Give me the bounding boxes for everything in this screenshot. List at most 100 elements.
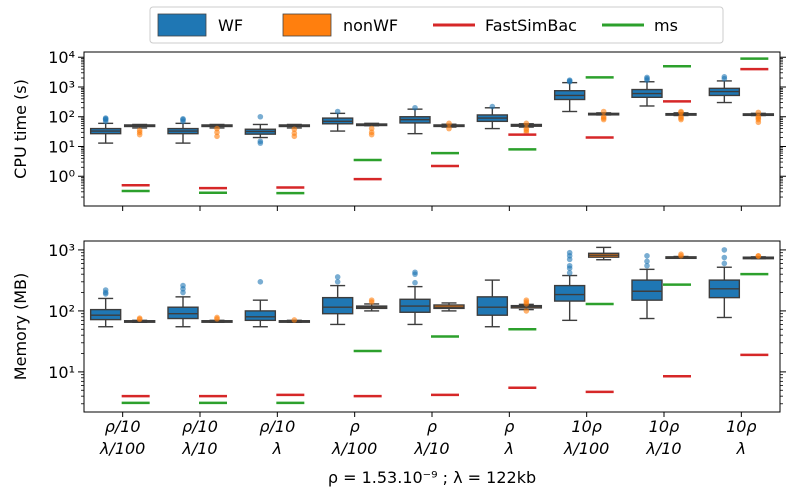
box-WF: [476, 103, 509, 130]
outlier-point: [180, 116, 186, 122]
box-nonWF: [355, 297, 388, 312]
box-body: [244, 310, 277, 322]
box-nonWF: [510, 297, 543, 314]
box-body: [476, 296, 509, 316]
box-nonWF: [123, 315, 156, 324]
box-nonWF: [510, 120, 543, 136]
outlier-point: [523, 120, 530, 127]
box-body: [167, 306, 199, 320]
box-nonWF: [742, 109, 775, 126]
outlier-point: [678, 251, 684, 258]
outlier-point: [368, 297, 375, 303]
outlier-point: [214, 133, 220, 140]
box-body: [631, 279, 663, 301]
outlier-point: [721, 254, 728, 261]
box-WF: [244, 113, 277, 146]
outlier-point: [523, 297, 530, 303]
x-category-label: ρ/10: [105, 417, 141, 436]
y-tick-label: 10¹: [48, 137, 75, 156]
box-body: [321, 296, 354, 315]
outlier-point: [291, 130, 298, 136]
y-tick-label: 10⁴: [48, 48, 75, 67]
x-category-label: λ: [272, 439, 282, 458]
outlier-point: [755, 109, 762, 116]
cpu-time-panel: 10⁰ 10¹ 10² 10³ 10⁴ CPU time (s): [11, 48, 786, 211]
x-category-label: λ/100: [563, 439, 609, 458]
box-WF: [399, 269, 431, 326]
outlier-point: [334, 108, 341, 115]
x-category-label: 10ρ: [649, 417, 680, 436]
box-nonWF: [587, 108, 620, 123]
box-nonWF: [665, 251, 697, 260]
x-category-label: λ/10: [413, 439, 449, 458]
outlier-point: [755, 253, 762, 259]
y-tick-label: 10²: [48, 302, 75, 321]
outlier-point: [446, 125, 452, 132]
box-WF: [553, 77, 586, 113]
x-category-label: ρ: [427, 417, 437, 436]
outlier-point: [644, 262, 650, 269]
box-body: [553, 284, 586, 302]
y-tick-label: 10²: [48, 108, 75, 127]
outlier-point: [412, 269, 418, 276]
legend-swatch-WF: [157, 13, 207, 37]
box-WF: [321, 274, 354, 326]
x-category-label: λ: [504, 439, 514, 458]
box-nonWF: [278, 317, 311, 324]
outlier-point: [257, 138, 264, 145]
box-WF: [708, 247, 741, 319]
outlier-point: [644, 253, 650, 259]
y-axis-label: CPU time (s): [11, 79, 30, 179]
parameter-footnote: ρ = 1.53.10⁻⁹ ; λ = 122kb: [328, 468, 536, 487]
outlier-point: [412, 279, 418, 286]
outlier-point: [600, 108, 607, 115]
outlier-point: [755, 113, 762, 120]
outlier-point: [291, 126, 298, 133]
legend-label-nonWF: nonWF: [343, 16, 398, 35]
box-nonWF: [355, 122, 388, 138]
x-category-label: λ/10: [645, 439, 681, 458]
y-tick-label: 10³: [48, 241, 75, 260]
box-WF: [89, 287, 122, 328]
outlier-point: [523, 308, 530, 314]
x-category-label: 10ρ: [571, 417, 602, 436]
outlier-point: [291, 317, 298, 323]
outlier-point: [678, 108, 684, 115]
x-category-labels: ρ/10λ/100ρ/10λ/10ρ/10λρλ/100ρλ/10ρλ10ρλ/…: [99, 417, 757, 458]
x-category-label: 10ρ: [726, 417, 757, 436]
y-tick-label: 10¹: [48, 363, 75, 382]
outlier-point: [489, 103, 496, 110]
legend-label-FastSimBac: FastSimBac: [485, 16, 577, 35]
x-category-label: ρ: [504, 417, 514, 436]
y-tick-label: 10³: [48, 78, 75, 97]
x-category-label: λ/10: [181, 439, 217, 458]
outlier-point: [334, 274, 341, 280]
box-WF: [631, 74, 663, 107]
legend-swatch-nonWF: [282, 13, 332, 37]
outlier-point: [566, 270, 573, 276]
box-nonWF: [201, 123, 233, 140]
box-WF: [321, 108, 354, 132]
outlier-point: [214, 314, 220, 321]
outlier-point: [136, 127, 143, 134]
outlier-point: [523, 125, 530, 132]
outlier-point: [600, 113, 607, 120]
x-category-label: λ/100: [99, 439, 145, 458]
box-WF: [89, 115, 122, 144]
outlier-point: [721, 247, 728, 253]
outlier-point: [644, 74, 650, 81]
x-category-label: ρ/10: [182, 417, 218, 436]
outlier-point: [721, 260, 728, 267]
outlier-point: [566, 249, 573, 256]
box-nonWF: [665, 108, 697, 123]
x-category-label: ρ: [350, 417, 360, 436]
box-nonWF: [278, 123, 311, 140]
x-category-label: λ/100: [331, 439, 377, 458]
y-tick-label: 10⁰: [48, 167, 75, 186]
box-nonWF: [587, 246, 620, 261]
outlier-point: [102, 115, 109, 121]
x-category-label: λ: [736, 439, 746, 458]
outlier-point: [678, 113, 684, 120]
box-nonWF: [201, 314, 233, 324]
